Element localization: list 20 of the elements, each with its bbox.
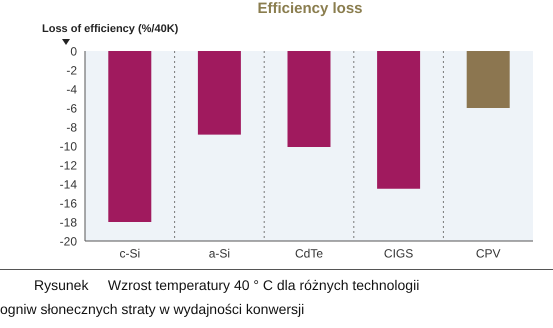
x-tick-label: c-Si <box>119 246 140 261</box>
x-tick-label: CPV <box>476 246 501 261</box>
y-tick-label: -14 <box>60 177 78 192</box>
x-tick-label: a-Si <box>208 246 230 261</box>
y-tick-label: -18 <box>60 215 78 230</box>
y-axis-title: Loss of efficiency (%/40K) <box>42 23 178 35</box>
y-tick-label: -16 <box>60 196 78 210</box>
y-tick-label: -6 <box>66 101 78 116</box>
y-tick-label: -4 <box>66 82 78 96</box>
y-tick-label: 0 <box>70 44 78 58</box>
y-tick-label: -12 <box>60 158 78 172</box>
x-tick-label: CIGS <box>384 246 414 261</box>
chart-title: Efficiency loss <box>256 0 364 17</box>
text: ogniw słonecznych straty w wydajności konwersji <box>0 301 304 317</box>
x-tick-label: CdTe <box>294 246 324 261</box>
y-tick-label: -8 <box>66 120 78 134</box>
y-tick-label: -2 <box>66 63 78 78</box>
y-tick-label: -20 <box>60 234 78 248</box>
text: Rysunek Wzrost temperatury 40 ° C dla różnych technologii <box>34 277 420 293</box>
y-tick-label: -10 <box>60 139 78 154</box>
